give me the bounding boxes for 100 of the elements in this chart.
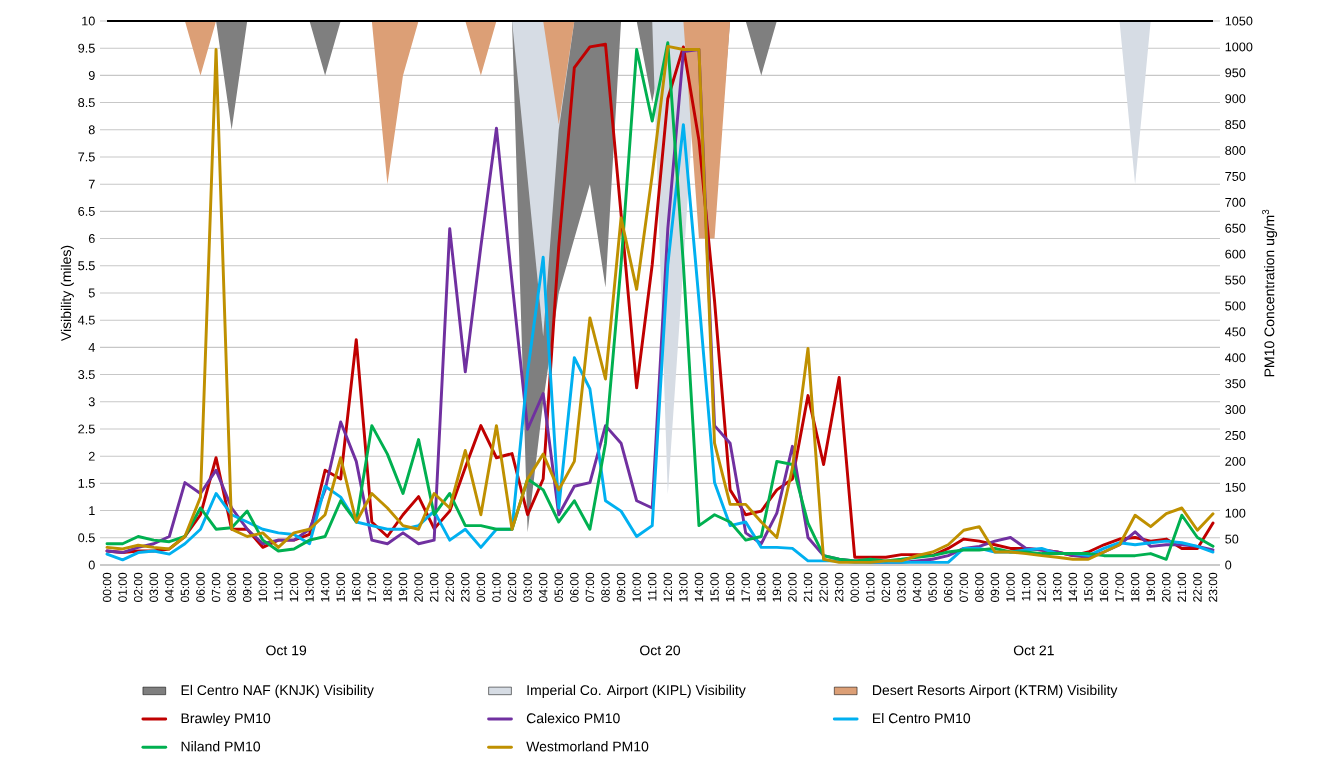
x-tick-label: 14:00 [694,572,704,602]
x-tick-label: 06:00 [943,572,953,602]
x-tick-label: 10:00 [258,572,268,602]
x-tick-label: 16:00 [352,572,361,602]
x-tick-label: 21:00 [803,572,813,602]
y2-tick-label: 600 [1225,249,1246,259]
y-tick-label: 3 [88,397,95,407]
x-tick-label: 14:00 [320,572,330,602]
text: Oct 19 [266,645,307,656]
x-tick-label: 18:00 [1130,572,1140,602]
x-tick-label: 10:00 [1006,572,1015,602]
y2-tick-label: 800 [1225,146,1246,155]
y-tick-label: 1.5 [78,478,95,488]
x-tick-label: 03:00 [149,572,159,602]
x-tick-label: 23:00 [834,572,844,602]
y-tick-label: 4 [88,343,95,352]
text: Oct 20 [640,645,681,656]
x-tick-label: 09:00 [990,572,1000,602]
text: Oct 21 [1013,645,1054,656]
y2-tick-label: 850 [1225,120,1246,130]
x-tick-label: 01:00 [118,572,127,602]
y-tick-label: 2 [88,451,95,461]
y2-tick-label: 700 [1225,197,1246,207]
x-tick-label: 03:00 [897,572,906,602]
x-tick-label: 12:00 [663,572,673,602]
x-tick-label: 04:00 [538,572,548,602]
x-tick-label: 07:00 [585,572,595,602]
y-axis-title: Visibility (miles) [60,245,74,342]
x-tick-label: 01:00 [866,572,875,602]
x-tick-label: 16:00 [725,572,735,602]
y2-tick-label: 750 [1225,171,1246,181]
y-tick-label: 8.5 [78,98,95,108]
x-tick-label: 09:00 [616,572,626,602]
x-tick-label: 00:00 [476,572,486,602]
y2-tick-label: 450 [1225,327,1246,337]
x-tick-label: 21:00 [1177,572,1187,602]
legend-label: El Centro NAF (KNJK) Visibility [181,684,374,698]
y-tick-label: 8 [88,125,95,135]
x-tick-label: 21:00 [429,572,439,602]
x-tick-label: 14:00 [1068,572,1078,602]
x-tick-label: 19:00 [1146,572,1155,602]
x-tick-label: 11:00 [647,572,657,601]
x-tick-label: 22:00 [819,572,828,602]
x-tick-label: 01:00 [492,572,501,602]
x-tick-label: 02:00 [133,572,143,602]
legend-label: Calexico PM10 [526,712,620,724]
legend-label: Imperial Co. Airport (KIPL) Visibility [527,684,746,698]
x-tick-label: 22:00 [1193,572,1202,602]
legend-label: Desert Resorts Airport (KTRM) Visibility [873,684,1118,698]
x-tick-label: 12:00 [1037,572,1046,602]
y-tick-label: 9 [88,70,95,80]
y-tick-label: 9.5 [78,43,95,53]
x-tick-label: 05:00 [180,572,190,602]
y2-tick-label: 400 [1225,353,1246,363]
y2-tick-label: 1050 [1225,16,1253,26]
x-tick-label: 08:00 [601,572,610,602]
x-tick-label: 09:00 [242,572,252,602]
y-tick-label: 6.5 [78,206,95,216]
x-tick-label: 20:00 [788,572,797,602]
x-tick-label: 15:00 [336,572,345,602]
legend-label: El Centro PM10 [873,712,971,724]
x-tick-label: 19:00 [398,572,408,602]
y-tick-label: 5 [88,288,95,298]
y2-axis-title: PM10 Concentration ug/m$^{3}$ [1262,209,1278,377]
y-tick-label: 7 [88,179,95,189]
y2-tick-label: 200 [1225,456,1246,466]
x-tick-label: 12:00 [289,572,299,602]
x-tick-label: 02:00 [881,572,891,602]
x-tick-label: 11:00 [274,572,283,601]
x-tick-label: 13:00 [1052,572,1062,602]
x-tick-label: 06:00 [196,572,205,602]
y2-tick-label: 150 [1225,482,1246,492]
x-tick-label: 15:00 [1084,572,1093,602]
x-tick-label: 17:00 [1115,572,1124,602]
y2-tick-label: 1000 [1225,42,1253,52]
x-tick-label: 16:00 [1099,572,1109,602]
y-tick-label: 2.5 [78,424,95,434]
y2-tick-label: 50 [1225,534,1239,544]
y2-tick-label: 100 [1225,508,1246,518]
legend-label: Brawley PM10 [181,712,271,727]
x-tick-label: 08:00 [975,572,984,602]
y-tick-label: 5.5 [78,261,95,271]
y-tick-label: 1 [89,506,95,515]
x-tick-label: 15:00 [710,572,719,602]
x-tick-label: 07:00 [211,572,221,602]
x-tick-label: 20:00 [414,572,423,602]
y2-tick-label: 250 [1225,430,1246,440]
x-tick-label: 23:00 [461,572,470,602]
x-tick-label: 03:00 [523,572,532,602]
x-tick-label: 11:00 [1021,572,1031,601]
y2-tick-label: 550 [1225,275,1246,285]
y-tick-label: 0 [88,560,95,570]
y2-tick-label: 350 [1225,379,1246,389]
x-tick-label: 04:00 [912,572,922,602]
y2-tick-label: 900 [1225,94,1246,104]
x-tick-label: 02:00 [507,572,517,602]
x-tick-label: 04:00 [165,572,174,602]
x-tick-label: 19:00 [772,572,782,602]
x-tick-label: 13:00 [305,572,314,602]
y-tick-label: 3.5 [78,370,95,380]
